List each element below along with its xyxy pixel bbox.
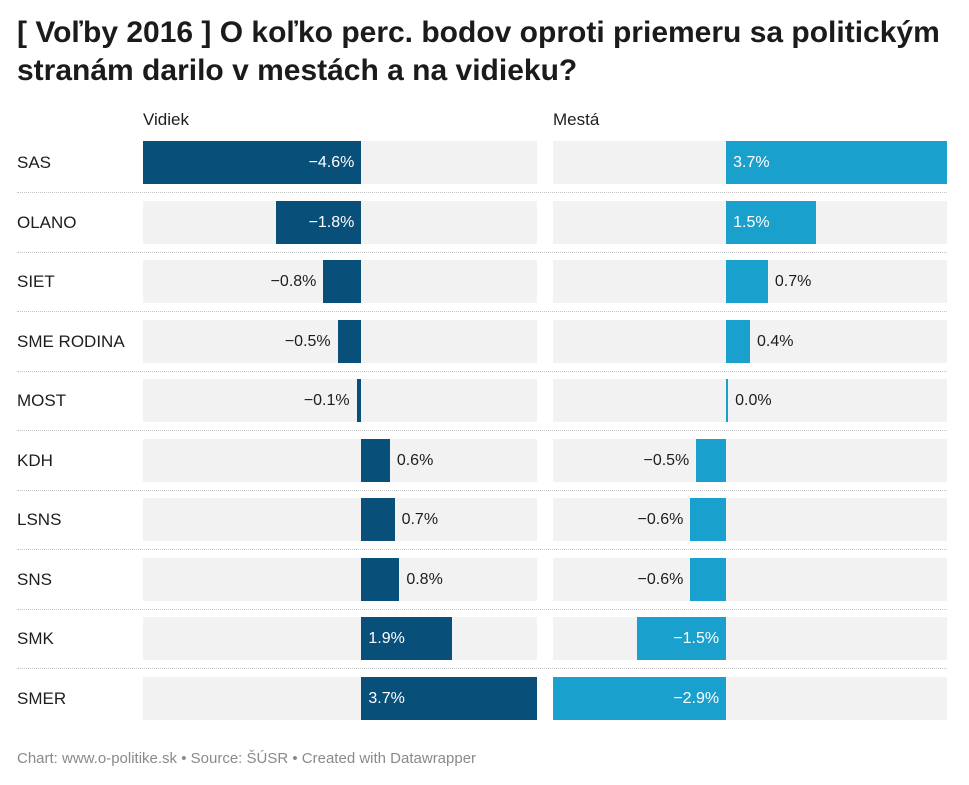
chart-row: LSNS 0.7% −0.6% <box>0 498 969 557</box>
value-label-vidiek: −0.1% <box>303 392 350 409</box>
category-label: LSNS <box>17 510 62 529</box>
value-label-mesta: 0.7% <box>774 273 812 290</box>
category-label: SNS <box>17 569 52 589</box>
category-label: SAS <box>17 153 52 172</box>
chart-row: SME RODINA −0.5% 0.4% <box>0 319 969 379</box>
bar-mesta <box>696 438 727 482</box>
panel-bg-mesta <box>553 319 947 363</box>
bar-mesta <box>726 379 729 422</box>
row-divider <box>17 549 947 550</box>
chart-title: [ Voľby 2016 ] O koľko perc. bodov oprot… <box>17 16 940 87</box>
bar-vidiek <box>337 319 362 363</box>
panel-bg-vidiek <box>143 379 537 422</box>
value-label-vidiek: 0.8% <box>406 570 443 588</box>
value-label-mesta: −2.9% <box>673 689 720 707</box>
panel-bg-mesta <box>553 557 947 601</box>
value-label-mesta: 1.5% <box>733 213 770 231</box>
bar-vidiek <box>275 200 362 244</box>
footer-separator: • <box>177 750 191 767</box>
series-header-vidiek: Vidiek <box>143 110 189 129</box>
value-label-mesta: 3.7% <box>733 154 770 171</box>
bar-mesta <box>690 498 727 541</box>
bar-mesta <box>726 200 816 244</box>
bar-vidiek <box>323 260 362 303</box>
row-divider <box>17 668 947 669</box>
chart-row: SNS 0.8% −0.6% <box>0 557 969 617</box>
bar-vidiek <box>361 617 452 660</box>
footer-chart-credit[interactable]: Chart: www.o-politike.sk <box>17 750 178 767</box>
chart-row: MOST −0.1% 0.0% <box>0 379 969 438</box>
bar-vidiek <box>361 676 537 720</box>
row-divider <box>17 251 947 253</box>
panel-bg-mesta <box>553 438 947 482</box>
category-label: SMER <box>17 688 67 708</box>
row-divider <box>17 608 947 610</box>
row-divider <box>17 311 947 312</box>
value-label-vidiek: −0.8% <box>270 273 317 290</box>
value-label-mesta: −0.6% <box>637 511 684 528</box>
chart-footer: Chart: www.o-politike.sk • Source: ŠÚSR … <box>17 750 476 767</box>
bar-vidiek <box>143 141 362 184</box>
panel-bg-vidiek <box>143 438 537 482</box>
panel-bg-vidiek <box>143 617 537 660</box>
panel-bg-vidiek <box>143 557 537 601</box>
chart-row: SMK 1.9% −1.5% <box>0 617 969 676</box>
panel-bg-vidiek <box>143 498 537 541</box>
bar-vidiek <box>356 379 362 422</box>
bar-vidiek <box>361 557 400 601</box>
bar-mesta <box>553 676 727 720</box>
footer-created-with[interactable]: Created with Datawrapper <box>301 750 477 767</box>
chart-row: SMER 3.7% −2.9% <box>0 676 969 736</box>
footer-separator: • <box>288 750 302 767</box>
category-label: MOST <box>17 391 67 410</box>
value-label-vidiek: −4.6% <box>308 154 355 171</box>
category-label: SIET <box>17 272 55 291</box>
value-label-mesta: −0.5% <box>643 451 690 469</box>
category-label: SME RODINA <box>17 331 125 351</box>
value-label-mesta: −1.5% <box>673 630 720 647</box>
panel-bg-mesta <box>553 379 947 422</box>
panel-bg-mesta <box>553 617 947 660</box>
chart-row: KDH 0.6% −0.5% <box>0 438 969 498</box>
value-label-vidiek: 0.6% <box>396 451 434 469</box>
bar-mesta <box>690 557 727 601</box>
value-label-vidiek: 1.9% <box>368 630 405 647</box>
value-label-vidiek: −0.5% <box>284 332 331 350</box>
category-label: KDH <box>17 450 53 470</box>
row-divider <box>17 370 947 372</box>
bar-mesta <box>726 141 947 184</box>
row-divider <box>17 489 947 491</box>
panel-bg-mesta <box>553 498 947 541</box>
category-label: OLANO <box>17 212 77 232</box>
chart-row: SAS −4.6% 3.7% <box>0 141 969 200</box>
bar-mesta <box>726 260 768 303</box>
value-label-vidiek: −1.8% <box>308 213 355 231</box>
bar-mesta <box>726 319 750 363</box>
chart-row: OLANO −1.8% 1.5% <box>0 200 969 260</box>
bar-mesta <box>636 617 727 660</box>
value-label-mesta: 0.0% <box>735 392 772 409</box>
chart-row: SIET −0.8% 0.7% <box>0 260 969 319</box>
value-label-mesta: −0.6% <box>637 570 684 588</box>
value-label-vidiek: 3.7% <box>368 689 405 707</box>
row-divider <box>17 430 947 431</box>
value-label-mesta: 0.4% <box>757 332 794 350</box>
series-header-mesta: Mestá <box>553 110 600 129</box>
footer-source: Source: ŠÚSR <box>190 750 289 767</box>
row-divider <box>17 192 947 193</box>
category-label: SMK <box>17 629 54 648</box>
bar-vidiek <box>361 438 390 482</box>
value-label-vidiek: 0.7% <box>401 511 439 528</box>
bar-vidiek <box>361 498 395 541</box>
